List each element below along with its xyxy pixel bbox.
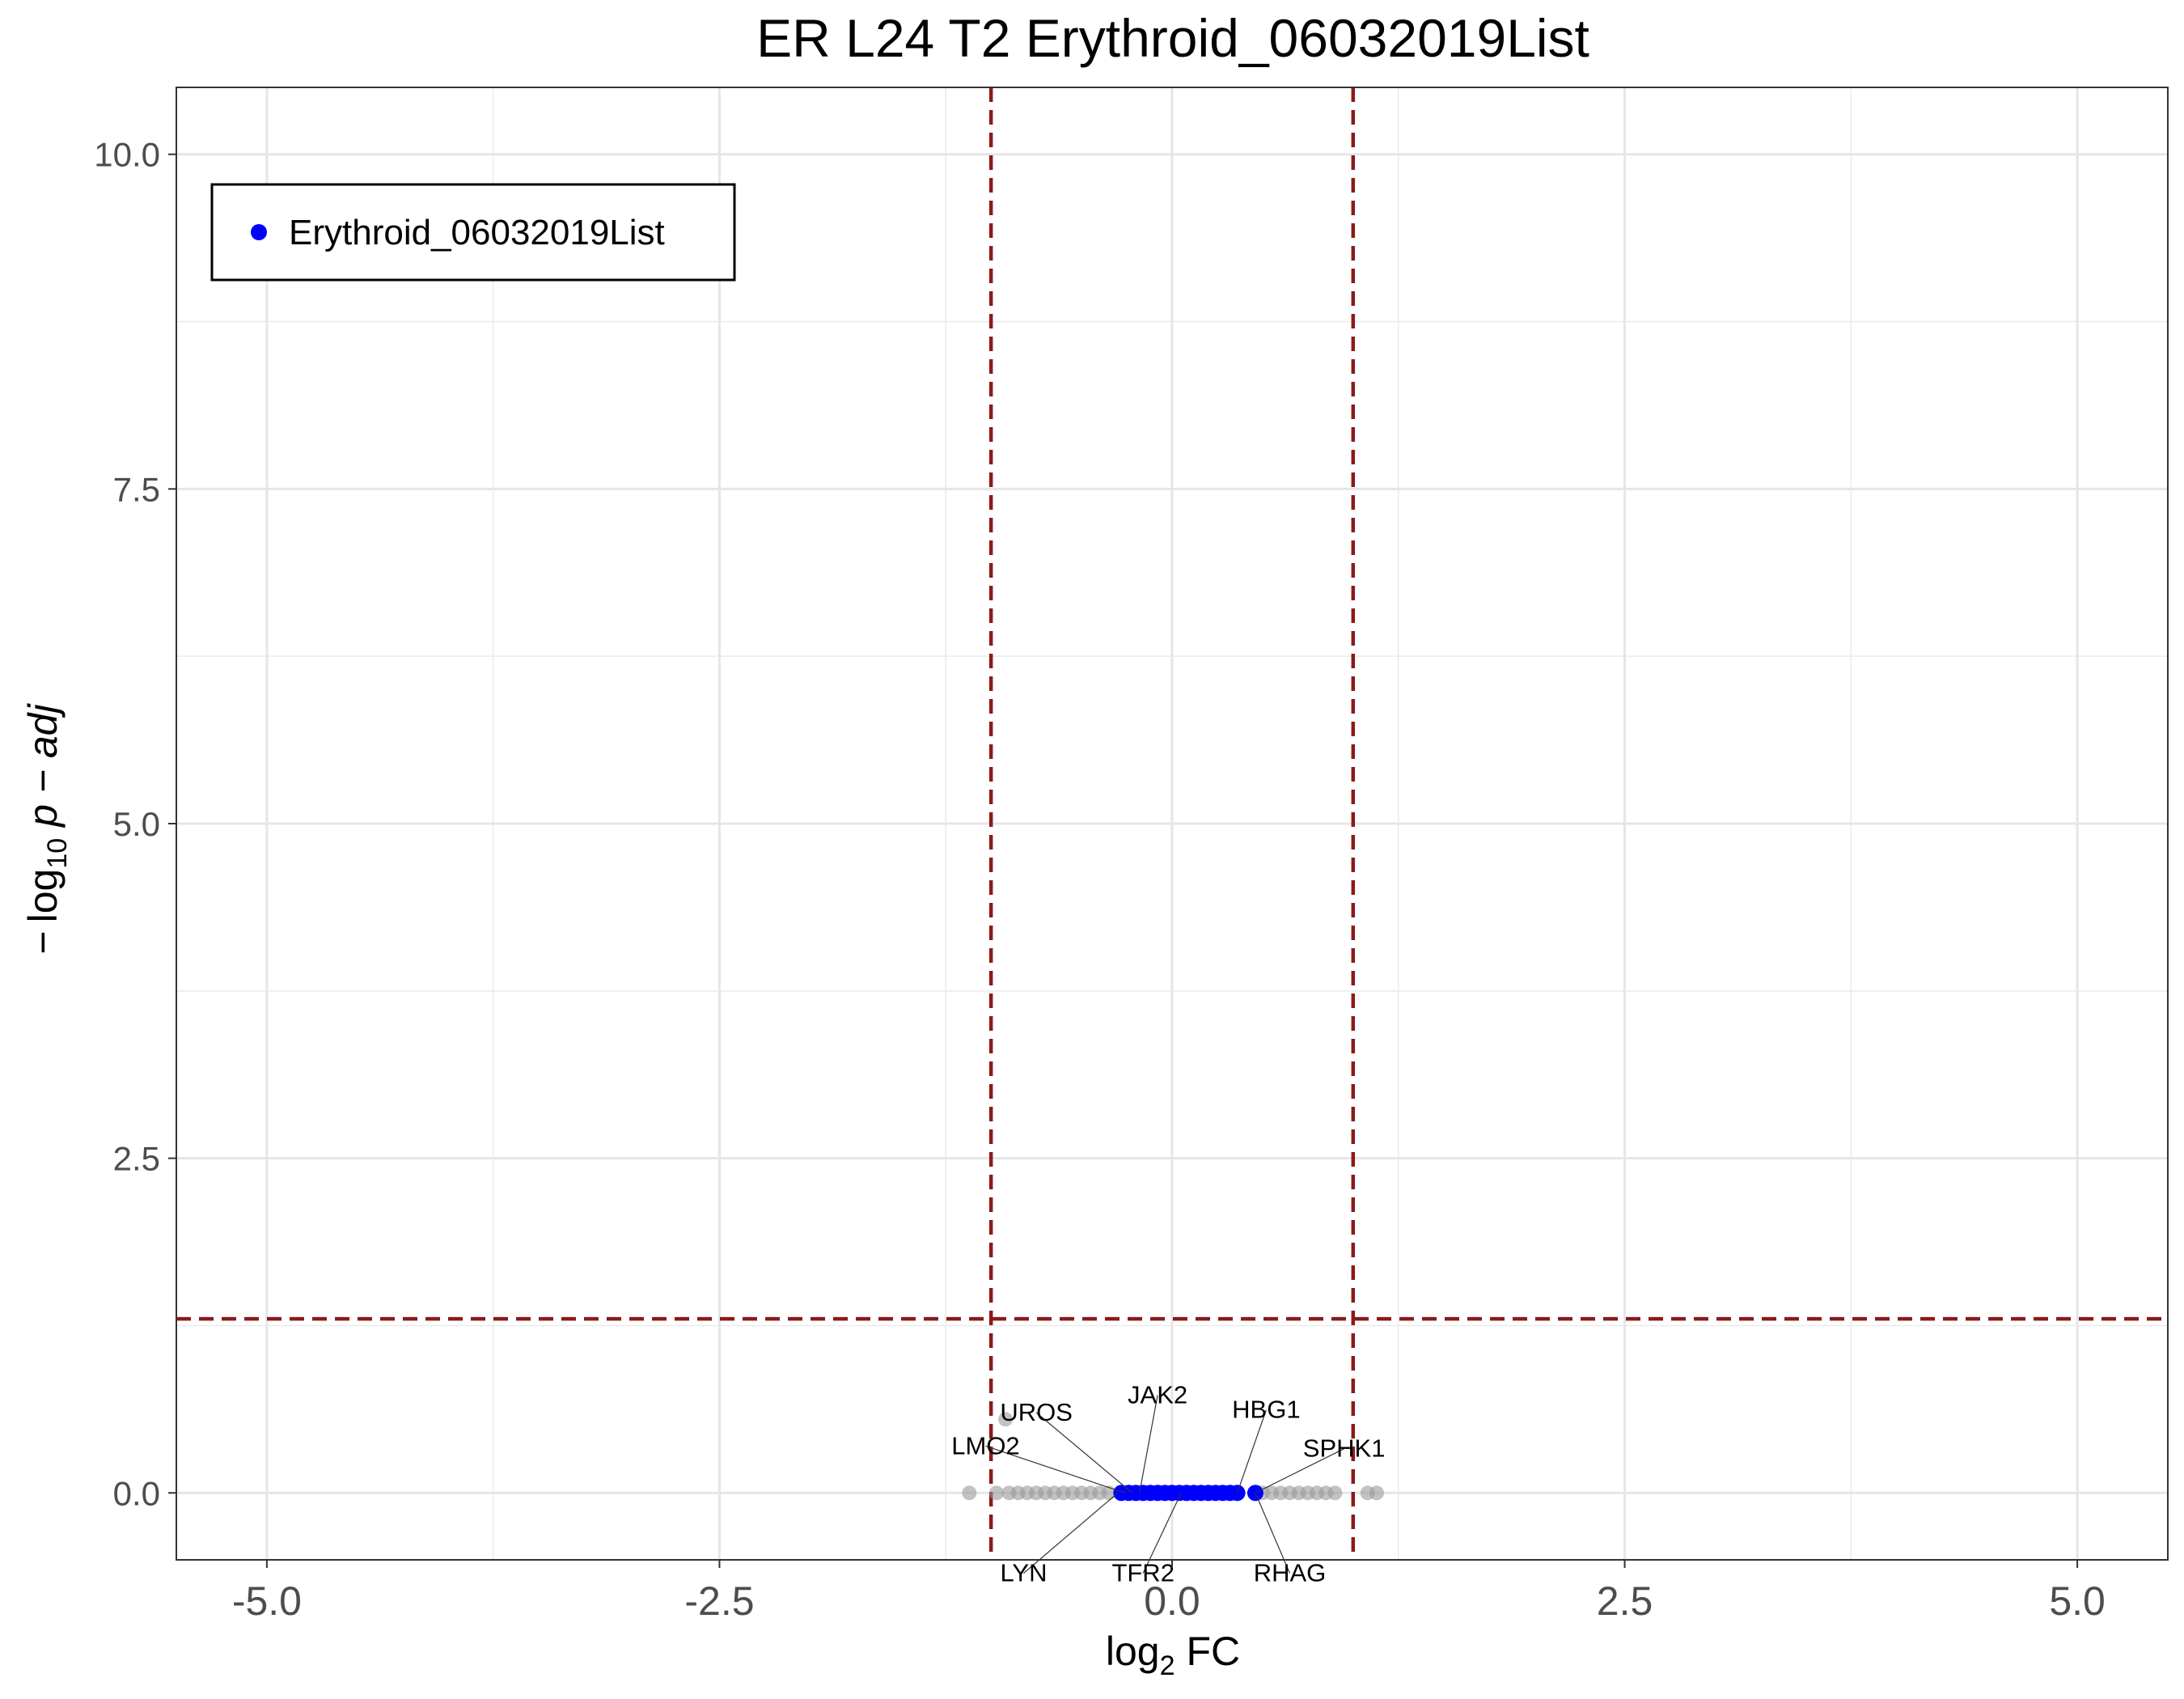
legend: Erythroid_06032019List <box>210 183 736 282</box>
gene-label: LYN <box>1000 1559 1047 1587</box>
gene-point <box>998 1412 1014 1427</box>
gene-label: LMO2 <box>951 1431 1019 1460</box>
gene-label: HBG1 <box>1232 1396 1300 1424</box>
y-axis-label: −log10 p − adj <box>20 703 73 955</box>
x-axis-label: log2 FC <box>1106 1629 1240 1681</box>
x-tick-label: -5.0 <box>232 1578 302 1624</box>
gene-label: SPHK1 <box>1303 1434 1386 1463</box>
annotation-leader-line <box>1237 1409 1267 1494</box>
y-tick-label: 0.0 <box>113 1474 160 1512</box>
gene-point <box>1369 1485 1384 1501</box>
x-axis-ticks: -5.0 -2.5 0.0 2.5 5.0 <box>232 1560 2106 1624</box>
gene-label: JAK2 <box>1128 1380 1187 1409</box>
threshold-lines <box>176 87 2168 1560</box>
x-tick-label: 0.0 <box>1144 1578 1200 1624</box>
gene-point <box>988 1485 1004 1501</box>
x-tick-label: 5.0 <box>2049 1578 2106 1624</box>
annotation-leader-line <box>1139 1395 1158 1494</box>
annotation-leader-line <box>1035 1412 1133 1494</box>
gene-point <box>1327 1485 1343 1501</box>
y-tick-label: 7.5 <box>113 470 160 508</box>
x-tick-label: -2.5 <box>684 1578 754 1624</box>
background-genes <box>962 1412 1384 1501</box>
annotation-leader-line <box>985 1445 1125 1494</box>
y-axis-ticks: 0.0 2.5 5.0 7.5 10.0 <box>94 136 176 1512</box>
gene-annotations: UROS JAK2 HBG1 LMO2 SPHK1 LYN TFR2 RHAG <box>951 1380 1385 1587</box>
y-tick-label: 5.0 <box>113 805 160 843</box>
legend-box <box>210 183 736 282</box>
legend-entry-label: Erythroid_06032019List <box>289 213 665 252</box>
gene-label: TFR2 <box>1111 1559 1175 1587</box>
highlighted-genes <box>1113 1485 1263 1502</box>
legend-key-dot <box>251 224 267 240</box>
gene-point <box>1101 1485 1116 1501</box>
gene-point <box>962 1485 977 1501</box>
gene-label: RHAG <box>1254 1559 1327 1587</box>
y-tick-label: 10.0 <box>94 136 160 174</box>
gene-label: UROS <box>1000 1398 1073 1426</box>
y-tick-label: 2.5 <box>113 1140 160 1178</box>
chart-title: ER L24 T2 Erythroid_06032019List <box>756 8 1589 68</box>
x-tick-label: 2.5 <box>1597 1578 1653 1624</box>
annotation-leader-line <box>1255 1448 1344 1494</box>
